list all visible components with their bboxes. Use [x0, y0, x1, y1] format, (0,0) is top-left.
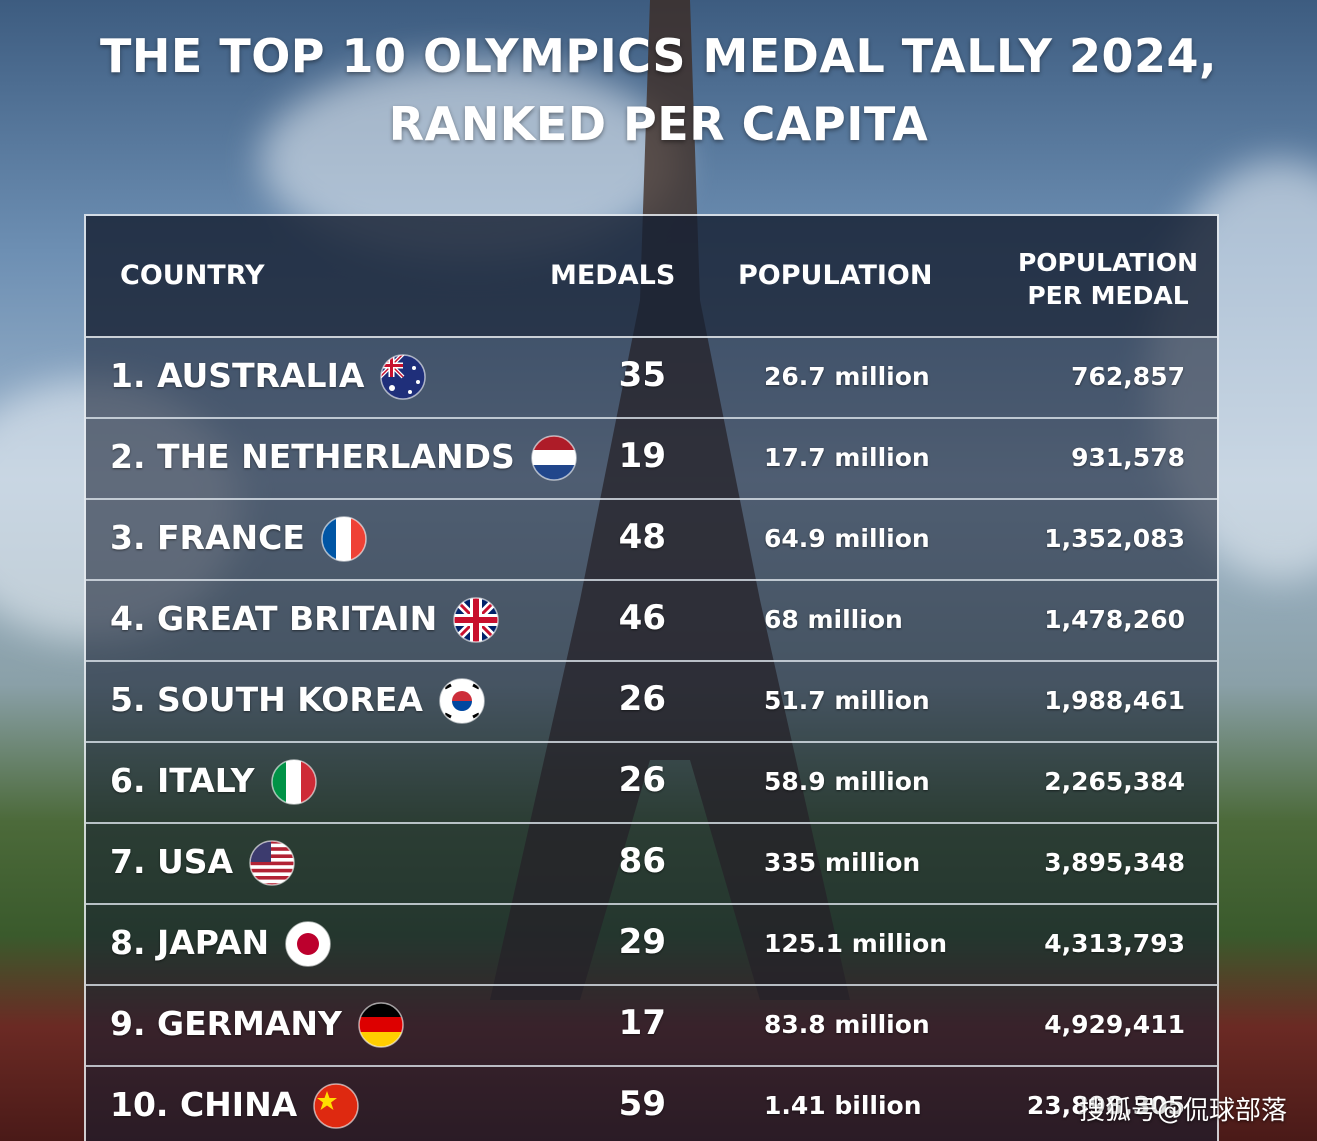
flag-icon: [530, 435, 577, 481]
medal-count: 59: [618, 1084, 666, 1124]
title-line: THE TOP 10 OLYMPICS MEDAL TALLY 2024,: [100, 29, 1217, 83]
country-name: 8. JAPAN: [110, 923, 270, 962]
table-row: 8. JAPAN 29 125.1 million 4,313,793: [86, 905, 1217, 986]
country-name: 4. GREAT BRITAIN: [110, 599, 438, 638]
header-cell: POPULATION PER MEDAL: [1017, 248, 1199, 310]
flag-icon: [439, 678, 485, 724]
flag-icon: [285, 921, 331, 967]
population: 335 million: [764, 848, 921, 877]
country-name: 10. CHINA: [110, 1085, 298, 1124]
table-row: 3. FRANCE 48 64.9 million 1,352,083: [86, 500, 1217, 581]
table-row: 9. GERMANY 17 83.8 million 4,929,411: [86, 986, 1217, 1067]
flag-icon: [380, 354, 427, 400]
population-per-medal: 4,313,793: [1044, 929, 1185, 958]
population: 125.1 million: [764, 929, 948, 958]
flag-icon: [321, 516, 367, 562]
medal-count: 86: [618, 841, 666, 881]
table-row: 4. GREAT BRITAIN 46 68 million 1,478,260: [86, 581, 1217, 662]
medal-count: 29: [618, 922, 666, 962]
population: 83.8 million: [764, 1010, 930, 1039]
header-cell: POPULATION: [738, 260, 933, 291]
table-row: 10. CHINA 59 1.41 billion 23,898,305: [86, 1067, 1217, 1141]
population: 1.41 billion: [764, 1091, 922, 1120]
population-per-medal: 1,352,083: [1044, 524, 1185, 553]
population: 17.7 million: [764, 443, 930, 472]
flag-icon: [313, 1083, 359, 1129]
population: 58.9 million: [764, 767, 930, 796]
country-name: 7. USA: [110, 842, 234, 881]
country-name: 1. AUSTRALIA: [110, 356, 365, 395]
population: 26.7 million: [764, 362, 930, 391]
population-per-medal: 2,265,384: [1044, 767, 1185, 796]
flag-icon: [249, 840, 295, 886]
flag-icon: [358, 1002, 404, 1048]
title: THE TOP 10 OLYMPICS MEDAL TALLY 2024, RA…: [0, 22, 1317, 158]
country-name: 9. GERMANY: [110, 1004, 342, 1043]
header-cell: COUNTRY: [120, 260, 265, 291]
flag-icon: [270, 759, 317, 805]
medal-count: 35: [618, 355, 666, 395]
watermark: 搜狐号@侃球部落: [1078, 1096, 1287, 1126]
population: 64.9 million: [764, 524, 930, 553]
medal-count: 19: [618, 436, 666, 476]
medal-count: 17: [618, 1003, 666, 1043]
population-per-medal: 931,578: [1071, 443, 1185, 472]
table-row: 5. SOUTH KOREA 26 51.7 million 1,988,461: [86, 662, 1217, 743]
population: 51.7 million: [764, 686, 930, 715]
population-per-medal: 1,988,461: [1044, 686, 1185, 715]
table: COUNTRY MEDALS POPULATION POPULATION PER…: [84, 214, 1219, 1141]
table-row: 1. AUSTRALIA 35 26.7 million 762,857: [86, 338, 1217, 419]
medal-count: 48: [618, 517, 666, 557]
population-per-medal: 23,898,305: [1026, 1091, 1185, 1120]
medal-count: 26: [618, 679, 666, 719]
population-per-medal: 762,857: [1071, 362, 1185, 391]
medal-count: 26: [618, 760, 666, 800]
population: 68 million: [764, 605, 903, 634]
table-row: 2. THE NETHERLANDS 19 17.7 million 931,578: [86, 419, 1217, 500]
population-per-medal: 1,478,260: [1044, 605, 1185, 634]
table-row: 7. USA 86 335 million 3,895,348: [86, 824, 1217, 905]
country-name: 6. ITALY: [110, 761, 255, 800]
title-line: RANKED PER CAPITA: [388, 97, 929, 151]
table-row: 6. ITALY 26 58.9 million 2,265,384: [86, 743, 1217, 824]
country-name: 3. FRANCE: [110, 518, 305, 557]
population-per-medal: 4,929,411: [1044, 1010, 1185, 1039]
header-cell: MEDALS: [550, 260, 676, 291]
flag-icon: [453, 597, 499, 643]
medal-count: 46: [618, 598, 666, 638]
population-per-medal: 3,895,348: [1044, 848, 1185, 877]
country-name: 5. SOUTH KOREA: [110, 680, 423, 719]
country-name: 2. THE NETHERLANDS: [110, 437, 515, 476]
table-header: COUNTRY MEDALS POPULATION POPULATION PER…: [86, 216, 1217, 338]
